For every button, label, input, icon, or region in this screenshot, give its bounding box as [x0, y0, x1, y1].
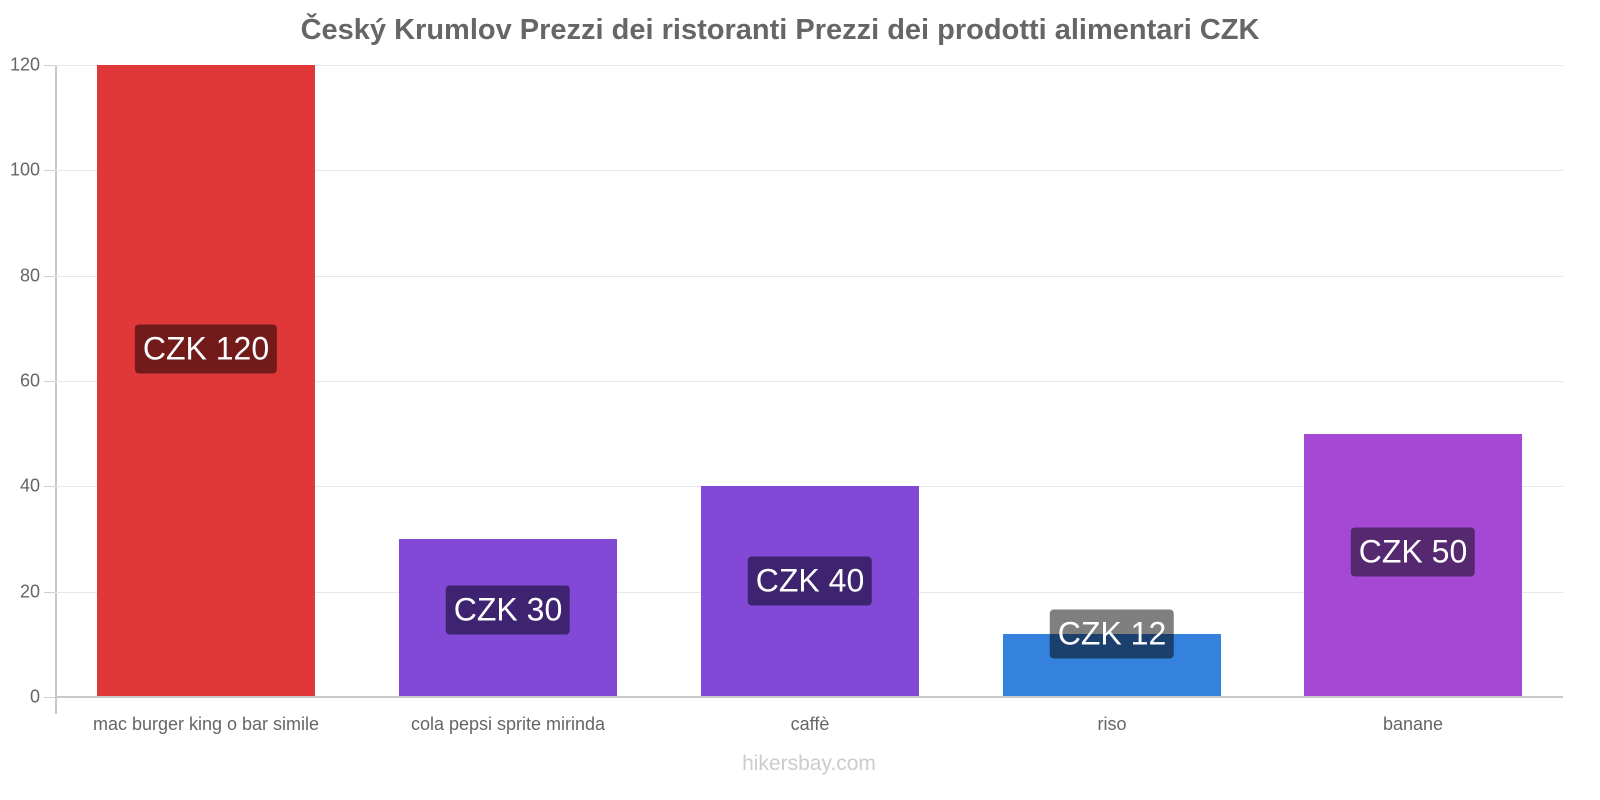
gridline	[55, 381, 1563, 382]
y-tick-label: 100	[9, 159, 40, 180]
y-tick	[44, 276, 55, 277]
y-tick	[44, 592, 55, 593]
x-tick-label: cola pepsi sprite mirinda	[410, 714, 606, 734]
x-axis-line	[55, 696, 1563, 698]
y-tick	[44, 486, 55, 487]
bar[interactable]	[97, 65, 315, 697]
x-tick-label: banane	[1382, 714, 1444, 734]
y-tick-label: 80	[19, 265, 40, 286]
watermark: hikersbay.com	[742, 752, 876, 775]
y-tick	[44, 170, 55, 171]
x-tick-label: caffè	[790, 714, 830, 734]
value-label: CZK 40	[747, 556, 873, 606]
y-tick	[44, 381, 55, 382]
y-tick-label: 120	[9, 54, 40, 75]
x-tick-label: riso	[1097, 714, 1127, 734]
value-label: CZK 12	[1049, 609, 1175, 659]
x-tick-label: mac burger king o bar simile	[92, 714, 320, 734]
y-tick-label: 60	[19, 370, 40, 391]
value-label: CZK 30	[445, 585, 571, 635]
y-tick-label: 0	[29, 686, 40, 707]
y-tick-label: 40	[19, 475, 40, 496]
y-tick	[44, 65, 55, 66]
value-label: CZK 50	[1350, 527, 1476, 577]
value-label: CZK 120	[134, 324, 278, 374]
y-axis-line	[55, 65, 57, 714]
gridline	[55, 170, 1563, 171]
y-tick	[44, 697, 55, 698]
y-tick-label: 20	[19, 581, 40, 602]
chart-title: Český Krumlov Prezzi dei ristoranti Prez…	[300, 14, 1260, 46]
gridline	[55, 65, 1563, 66]
gridline	[55, 276, 1563, 277]
